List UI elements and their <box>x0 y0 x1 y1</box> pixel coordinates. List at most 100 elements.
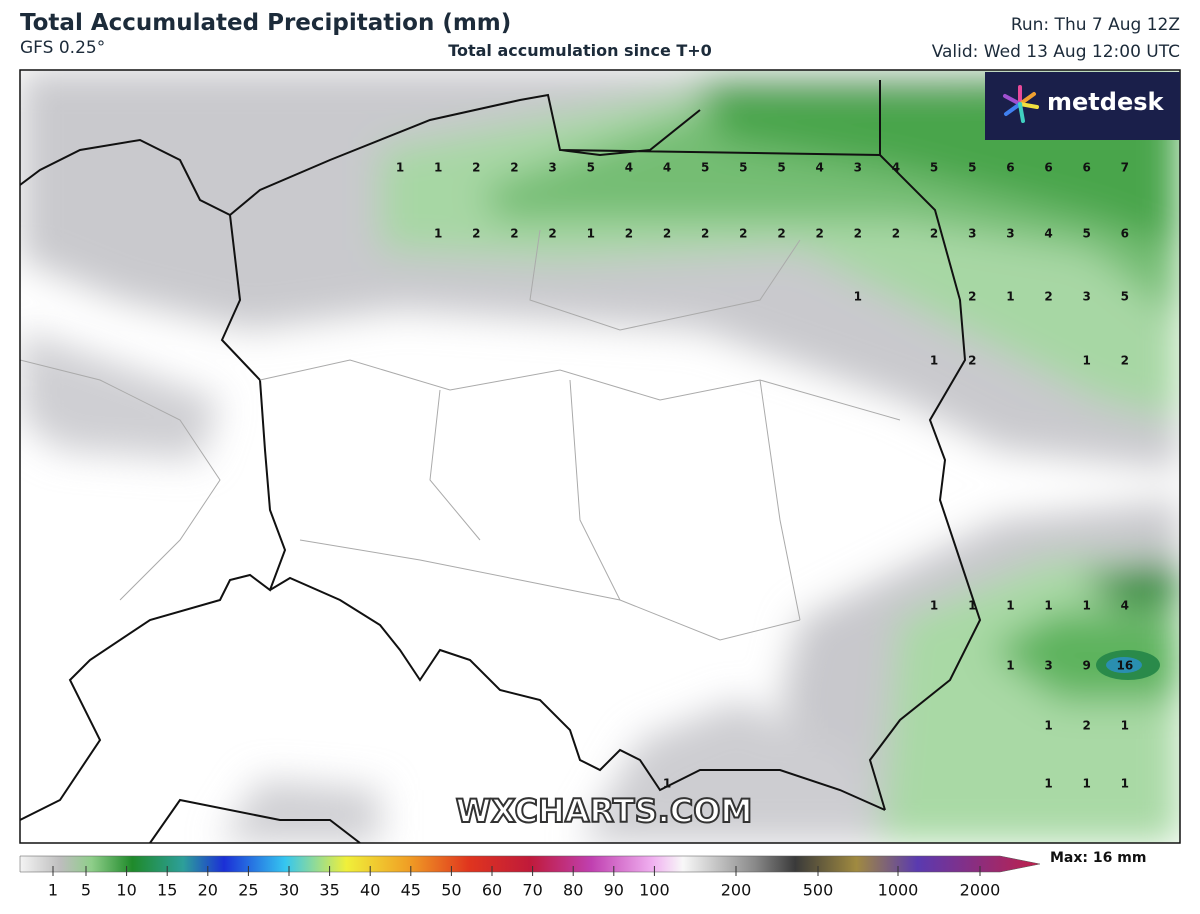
colorbar-tick-label: 1 <box>48 881 58 900</box>
map-value: 4 <box>1121 599 1129 613</box>
map-value: 2 <box>1083 719 1091 733</box>
map-value: 6 <box>1083 161 1091 175</box>
map-value: 2 <box>777 227 785 241</box>
map-value: 9 <box>1083 659 1091 673</box>
map-value: 2 <box>930 227 938 241</box>
map-value: 1 <box>434 227 442 241</box>
map-value: 5 <box>1121 290 1129 304</box>
map-value: 4 <box>663 161 671 175</box>
colorbar-tick-label: 100 <box>639 881 670 900</box>
map-value: 2 <box>472 161 480 175</box>
colorbar-tick-label: 45 <box>401 881 421 900</box>
map-value: 1 <box>1121 719 1129 733</box>
subtitle: Total accumulation since T+0 <box>448 41 712 60</box>
colorbar-tick-label: 35 <box>319 881 339 900</box>
map-value: 1 <box>1006 659 1014 673</box>
map-value: 1 <box>968 599 976 613</box>
model: GFS 0.25° <box>20 38 105 58</box>
map-frame <box>19 69 1181 844</box>
map-value: 5 <box>587 161 595 175</box>
map-value: 2 <box>815 227 823 241</box>
map-value: 1 <box>1006 290 1014 304</box>
map-value: 1 <box>930 354 938 368</box>
map-value: 2 <box>968 290 976 304</box>
map-value: 2 <box>1121 354 1129 368</box>
map-value: 5 <box>1083 227 1091 241</box>
map-value: 1 <box>1083 599 1091 613</box>
colorbar-tick-label: 25 <box>238 881 258 900</box>
colorbar-tick-label: 200 <box>721 881 752 900</box>
map-value: 16 <box>1116 659 1133 673</box>
map-value: 7 <box>1121 161 1129 175</box>
colorbar-tick-label: 90 <box>604 881 624 900</box>
colorbar-tick-label: 20 <box>198 881 218 900</box>
logo-icon <box>1003 85 1039 123</box>
map-value: 1 <box>663 777 671 791</box>
map-value: 5 <box>701 161 709 175</box>
precip-core <box>1106 657 1142 673</box>
colorbar-tick-label: 30 <box>279 881 299 900</box>
colorbar-tick-label: 1000 <box>878 881 919 900</box>
map-value: 6 <box>1044 161 1052 175</box>
logo-text: metdesk <box>1047 88 1165 116</box>
map-value: 3 <box>854 161 862 175</box>
map-value: 2 <box>968 354 976 368</box>
map-value: 1 <box>1083 354 1091 368</box>
max-label: Max: 16 mm <box>1050 850 1146 866</box>
map-value: 2 <box>892 227 900 241</box>
map-value: 2 <box>510 227 518 241</box>
map-value: 3 <box>1083 290 1091 304</box>
map-value: 5 <box>739 161 747 175</box>
map-value: 2 <box>739 227 747 241</box>
map-value: 2 <box>1044 290 1052 304</box>
map-value: 1 <box>1044 719 1052 733</box>
map-value: 1 <box>434 161 442 175</box>
region-borders <box>20 229 901 641</box>
watermark: WXCHARTS.COM <box>456 792 753 830</box>
map-value: 2 <box>663 227 671 241</box>
colorbar-tick-label: 500 <box>803 881 834 900</box>
map-values: 1 1 2 2 3 5 4 4 5 5 5 4 3 4 5 5 6 6 6 7 1 2 2 2 1 2 2 2 2 2 2 2 2 2 3 3 4 5 6 1… <box>396 161 1133 791</box>
map-value: 1 <box>1044 599 1052 613</box>
map-value: 5 <box>777 161 785 175</box>
colorbar-tick-label: 15 <box>157 881 177 900</box>
map-value: 2 <box>625 227 633 241</box>
map <box>20 70 1180 843</box>
map-value: 4 <box>1044 227 1052 241</box>
map-value: 1 <box>930 599 938 613</box>
valid-time: Valid: Wed 13 Aug 12:00 UTC <box>932 42 1180 62</box>
map-value: 3 <box>968 227 976 241</box>
colorbar-tick-label: 10 <box>116 881 136 900</box>
colorbar-tick-label: 2000 <box>960 881 1001 900</box>
map-value: 6 <box>1121 227 1129 241</box>
map-value: 1 <box>1121 777 1129 791</box>
colorbar-tick-label: 40 <box>360 881 380 900</box>
map-value: 1 <box>854 290 862 304</box>
colorbar-tick-label: 60 <box>482 881 502 900</box>
map-value: 5 <box>968 161 976 175</box>
map-value: 3 <box>1006 227 1014 241</box>
map-value: 1 <box>1044 777 1052 791</box>
colorbar-tick-label: 70 <box>522 881 542 900</box>
map-value: 4 <box>625 161 633 175</box>
map-value: 2 <box>472 227 480 241</box>
colorbar-tick-label: 50 <box>441 881 461 900</box>
colorbar-tick-label: 5 <box>81 881 91 900</box>
map-value: 2 <box>510 161 518 175</box>
run-time: Run: Thu 7 Aug 12Z <box>1011 15 1180 35</box>
colorbar-tick-label: 80 <box>563 881 583 900</box>
map-value: 4 <box>892 161 900 175</box>
map-value: 2 <box>701 227 709 241</box>
map-value: 2 <box>548 227 556 241</box>
map-value: 5 <box>930 161 938 175</box>
map-value: 6 <box>1006 161 1014 175</box>
map-value: 1 <box>1006 599 1014 613</box>
map-value: 1 <box>587 227 595 241</box>
map-value: 3 <box>548 161 556 175</box>
map-value: 1 <box>396 161 404 175</box>
map-value: 4 <box>815 161 823 175</box>
map-value: 2 <box>854 227 862 241</box>
map-value: 3 <box>1044 659 1052 673</box>
